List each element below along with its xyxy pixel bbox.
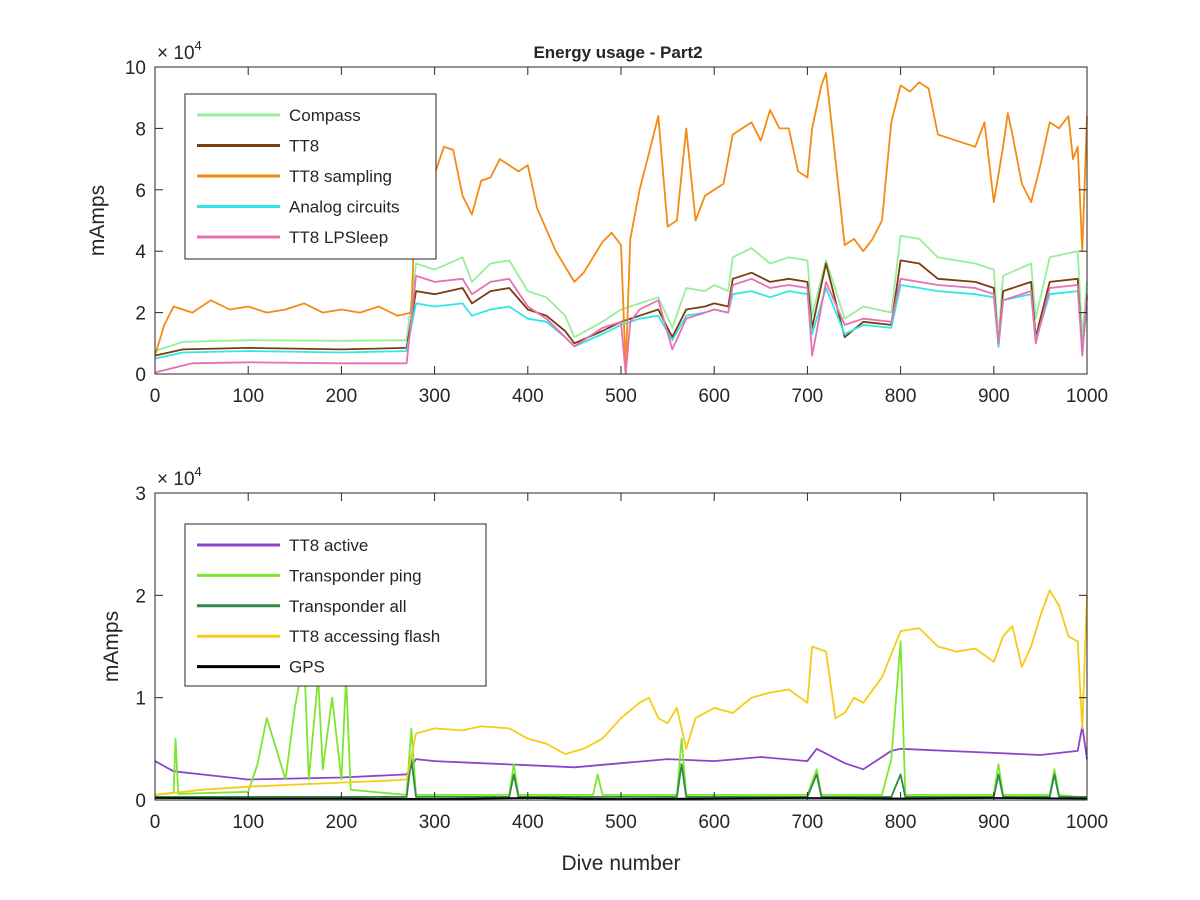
p0-series-lines (154, 72, 1088, 375)
p0-legend-label-1: TT8 (289, 137, 319, 156)
p0-series-line-2 (154, 72, 1088, 369)
p0-y-tick-label-0: 0 (135, 365, 146, 386)
p1-y-axis-label: mAmps (100, 611, 123, 682)
p0-x-tick-label-8: 800 (885, 386, 917, 407)
p1-x-tick-label-9: 900 (978, 812, 1010, 833)
p1-x-tick-label-8: 800 (885, 812, 917, 833)
p1-x-tick-label-3: 300 (419, 812, 451, 833)
p0-x-tick-label-4: 400 (512, 386, 544, 407)
p0-legend-label-4: TT8 LPSleep (289, 228, 388, 247)
p1-x-tick-label-6: 600 (698, 812, 730, 833)
p0-y-tick-label-3: 6 (135, 181, 146, 202)
p1-x-tick-label-7: 700 (792, 812, 824, 833)
p1-x-tick-label-1: 100 (232, 812, 264, 833)
p0-x-tick-label-6: 600 (698, 386, 730, 407)
p0-x-tick-label-5: 500 (605, 386, 637, 407)
p1-legend: TT8 active Transponder ping Transponder al… (184, 523, 487, 687)
p1-x-tick-label-10: 1000 (1066, 812, 1108, 833)
p1-legend-label-0: TT8 active (289, 536, 368, 555)
p1-y-multiplier-exponent: 4 (195, 464, 202, 479)
p1-series-line-3 (154, 589, 1088, 796)
bottom-plot: 0 100 200 300 400 500 600 700 800 900 1000 0 1 2 3 × 10… (100, 464, 1108, 875)
p0-y-multiplier-exponent: 4 (195, 38, 202, 53)
p0-y-multiplier-base: × 10 (157, 43, 195, 64)
p1-legend-label-2: Transponder all (289, 597, 407, 616)
p0-legend: Compass TT8 TT8 sampling Analog circuits TT8… (184, 93, 437, 260)
p0-y-tick-label-1: 2 (135, 304, 146, 325)
p1-y-tick-label-3: 3 (135, 484, 146, 505)
p0-legend-label-0: Compass (289, 106, 361, 125)
p1-y-tick-label-2: 2 (135, 586, 146, 607)
p0-x-tick-label-9: 900 (978, 386, 1010, 407)
p1-series-lines (154, 589, 1088, 800)
p0-series-line-0 (154, 234, 1088, 352)
p1-series-line-2 (155, 758, 1087, 798)
p0-x-tick-label-10: 1000 (1066, 386, 1108, 407)
p1-legend-label-1: Transponder ping (289, 566, 422, 585)
p1-x-axis-label: Dive number (561, 852, 680, 875)
p0-x-tick-label-3: 300 (419, 386, 451, 407)
p1-legend-label-3: TT8 accessing flash (289, 627, 440, 646)
p0-y-tick-label-2: 4 (135, 242, 146, 263)
p0-y-multiplier: × 104 (157, 38, 202, 64)
p0-x-tick-label-0: 0 (150, 386, 161, 407)
p1-y-multiplier-base: × 10 (157, 469, 195, 490)
p1-y-tick-label-0: 0 (135, 791, 146, 812)
p1-x-tick-label-2: 200 (326, 812, 358, 833)
top-plot: 0 100 200 300 400 500 600 700 800 900 1000 0 2 4 6 8 10 ×… (86, 38, 1108, 407)
p0-legend-label-3: Analog circuits (289, 198, 400, 217)
p0-y-axis-label: mAmps (86, 185, 109, 256)
p0-y-tick-label-4: 8 (135, 119, 146, 140)
p0-series-line-4 (154, 274, 1088, 375)
p1-y-tick-label-1: 1 (135, 689, 146, 710)
p1-x-tick-label-0: 0 (150, 812, 161, 833)
p1-series-line-0 (154, 725, 1088, 781)
p1-y-multiplier: × 104 (157, 464, 202, 490)
p0-legend-label-2: TT8 sampling (289, 167, 392, 186)
p1-legend-label-4: GPS (289, 658, 325, 677)
p1-x-tick-label-5: 500 (605, 812, 637, 833)
p1-x-tick-label-4: 400 (512, 812, 544, 833)
p0-x-tick-label-1: 100 (232, 386, 264, 407)
p0-y-tick-label-5: 10 (125, 58, 146, 79)
p0-x-tick-label-2: 200 (326, 386, 358, 407)
p0-x-tick-label-7: 700 (792, 386, 824, 407)
p1-series-line-1 (154, 640, 1088, 799)
chart-title: Energy usage - Part2 (533, 43, 702, 62)
